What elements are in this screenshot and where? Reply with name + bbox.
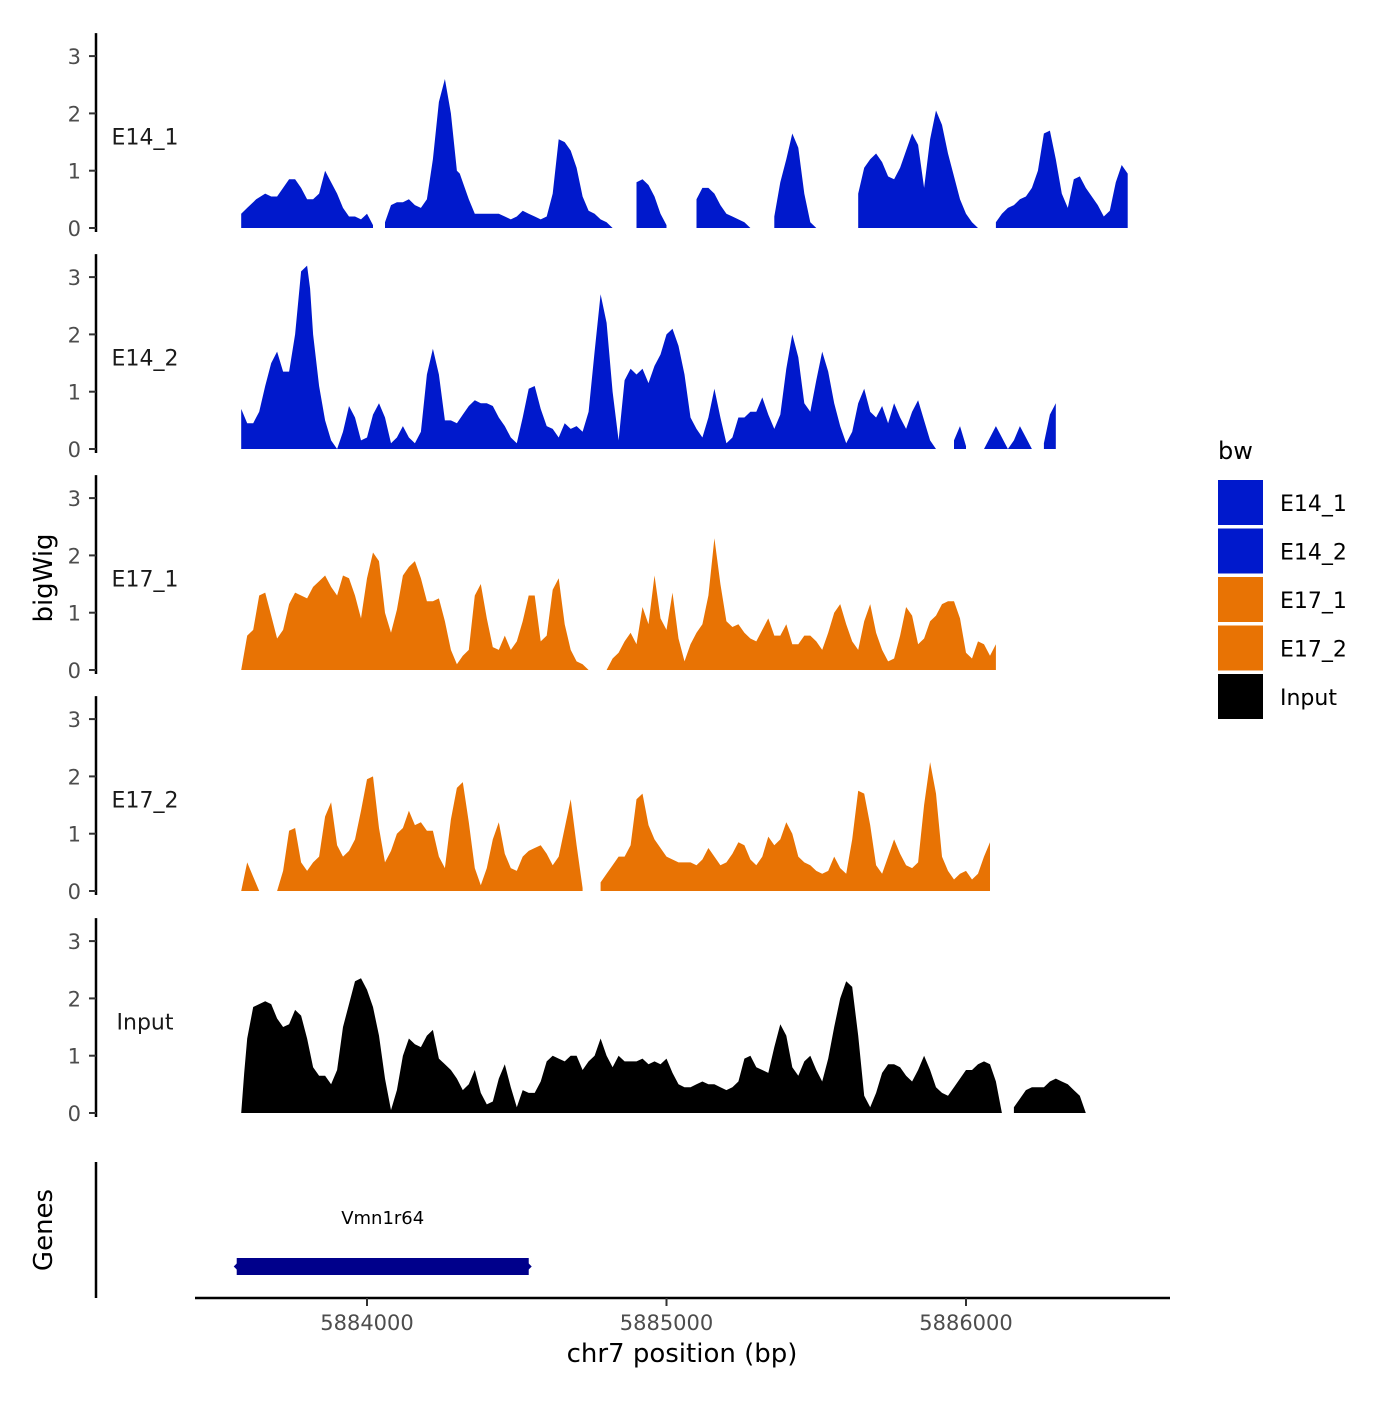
coverage-area <box>277 776 583 891</box>
y-tick-label: 3 <box>68 266 81 290</box>
legend: bw E14_1 E14_2 E17_1 E17_2 Input <box>1218 437 1347 719</box>
genes-panel: Genes Vmn1r64 <box>29 1162 532 1298</box>
gene-end-cap <box>526 1261 532 1272</box>
y-tick-label: 2 <box>68 544 81 568</box>
coverage-area <box>696 187 751 228</box>
y-tick-label: 2 <box>68 323 81 347</box>
legend-label: E17_2 <box>1280 638 1347 663</box>
y-tick-label: 2 <box>68 765 81 789</box>
coverage-area <box>241 552 589 670</box>
y-tick-label: 1 <box>68 823 81 847</box>
y-tick-label: 0 <box>68 880 81 904</box>
y-tick-label: 3 <box>68 487 81 511</box>
y-tick-label: 3 <box>68 708 81 732</box>
genes-track-label: Genes <box>29 1189 59 1271</box>
track-label: Input <box>117 1010 174 1035</box>
track-label: E17_1 <box>112 567 179 592</box>
track-label: E17_2 <box>112 788 179 813</box>
x-axis-title: chr7 position (bp) <box>567 1339 798 1369</box>
legend-label: Input <box>1280 686 1337 711</box>
y-tick-label: 2 <box>68 102 81 126</box>
legend-swatch <box>1218 480 1263 525</box>
coverage-area <box>774 133 817 228</box>
tracks-layer: 0 1 2 3 E14_1 0 1 2 3 E14_2 0 1 2 3 E17_1 0 1 2 3 E17_2 0 1 2 3… <box>68 33 1128 1126</box>
legend-swatch <box>1218 577 1263 622</box>
legend-swatch <box>1218 625 1263 671</box>
coverage-area <box>954 426 966 449</box>
legend-label: E17_1 <box>1280 589 1347 614</box>
coverage-area <box>858 110 978 228</box>
x-axis: chr7 position (bp) 5884000 5885000 5886000 <box>195 1296 1170 1369</box>
coverage-area <box>241 265 936 449</box>
coverage-area <box>636 179 667 228</box>
track-E14_2: 0 1 2 3 E14_2 <box>68 254 1056 462</box>
coverage-area <box>1013 1078 1086 1113</box>
coverage-area <box>984 426 1032 449</box>
y-tick-label: 0 <box>68 438 81 462</box>
coverage-area <box>385 79 613 228</box>
y-tick-label: 1 <box>68 381 81 405</box>
track-Input: 0 1 2 3 Input <box>68 918 1086 1126</box>
y-tick-label: 2 <box>68 987 81 1011</box>
coverage-area <box>241 978 1002 1113</box>
coverage-area <box>600 762 990 891</box>
track-E17_2: 0 1 2 3 E17_2 <box>68 696 990 904</box>
legend-label: E14_2 <box>1280 541 1347 566</box>
track-label: E14_2 <box>112 346 179 371</box>
y-axis-title: bigWig <box>29 533 59 622</box>
track-E14_1: 0 1 2 3 E14_1 <box>68 33 1128 241</box>
y-tick-label: 1 <box>68 1045 81 1069</box>
y-tick-label: 0 <box>68 1102 81 1126</box>
track-E17_1: 0 1 2 3 E17_1 <box>68 475 996 683</box>
coverage-area <box>241 170 373 228</box>
y-tick-label: 0 <box>68 217 81 241</box>
track-label: E14_1 <box>112 125 179 150</box>
gene-name-label: Vmn1r64 <box>341 1208 424 1229</box>
y-tick-label: 0 <box>68 659 81 683</box>
legend-title: bw <box>1218 437 1253 465</box>
y-tick-label: 3 <box>68 45 81 69</box>
x-tick-label: 5884000 <box>320 1311 414 1335</box>
x-tick-label: 5885000 <box>620 1311 714 1335</box>
coverage-area <box>995 130 1128 228</box>
coverage-area <box>1043 403 1056 449</box>
coverage-area <box>241 862 260 891</box>
gene-body <box>236 1258 529 1275</box>
legend-swatch <box>1218 674 1263 719</box>
legend-label: E14_1 <box>1280 492 1347 517</box>
x-tick-label: 5886000 <box>919 1311 1013 1335</box>
y-tick-label: 1 <box>68 602 81 626</box>
y-tick-label: 1 <box>68 160 81 184</box>
legend-swatch <box>1218 528 1263 574</box>
coverage-area <box>606 538 996 670</box>
gene-start-cap <box>233 1261 239 1272</box>
y-tick-label: 3 <box>68 930 81 954</box>
